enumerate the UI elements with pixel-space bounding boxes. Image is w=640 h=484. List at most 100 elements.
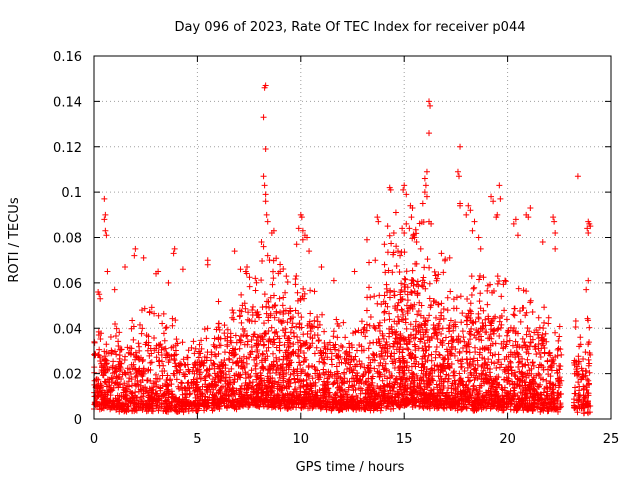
data-point xyxy=(122,263,129,270)
data-point xyxy=(181,373,188,380)
data-point xyxy=(179,266,186,273)
data-point xyxy=(583,286,590,293)
data-point xyxy=(132,245,139,252)
data-point xyxy=(354,347,361,354)
data-point xyxy=(135,340,142,347)
data-point xyxy=(287,305,294,312)
data-point xyxy=(312,379,319,386)
data-point xyxy=(121,357,128,364)
data-point xyxy=(309,375,316,382)
data-point xyxy=(301,358,307,365)
data-point xyxy=(330,333,337,340)
data-point xyxy=(204,261,211,268)
data-point xyxy=(116,329,123,336)
data-point xyxy=(364,387,371,394)
data-point xyxy=(204,325,211,332)
data-point xyxy=(246,401,253,408)
data-point xyxy=(290,329,297,336)
data-point xyxy=(496,333,503,340)
data-point xyxy=(244,341,251,348)
data-point xyxy=(511,312,518,319)
data-point xyxy=(238,359,245,366)
data-point xyxy=(370,350,377,357)
data-point xyxy=(106,365,113,372)
data-point xyxy=(338,359,345,366)
data-point xyxy=(263,331,270,338)
data-point xyxy=(232,396,239,403)
data-point xyxy=(285,351,292,358)
data-point xyxy=(426,280,433,287)
data-point xyxy=(586,324,593,331)
data-point xyxy=(358,318,365,325)
data-point xyxy=(148,304,155,311)
data-point xyxy=(101,357,108,364)
data-point xyxy=(340,319,347,326)
data-point xyxy=(438,250,445,257)
data-point xyxy=(244,263,251,270)
data-point xyxy=(191,388,198,395)
data-point xyxy=(363,321,370,328)
data-point xyxy=(237,400,244,407)
data-point xyxy=(325,385,332,392)
data-point xyxy=(377,342,384,349)
data-point xyxy=(550,214,557,221)
data-point xyxy=(511,305,518,312)
data-point xyxy=(194,407,201,414)
data-point xyxy=(163,324,170,331)
data-point xyxy=(300,331,307,338)
data-point xyxy=(285,405,292,412)
data-point xyxy=(572,384,579,391)
data-point xyxy=(126,375,133,382)
data-point xyxy=(140,400,147,407)
data-point xyxy=(292,379,299,386)
data-point xyxy=(358,343,365,350)
data-point xyxy=(329,361,336,368)
data-point xyxy=(362,333,369,340)
data-point xyxy=(442,334,449,341)
data-point xyxy=(95,389,102,396)
data-point xyxy=(321,328,328,335)
data-point xyxy=(243,381,250,388)
y-tick-label: 0.04 xyxy=(53,322,82,337)
data-point xyxy=(270,275,277,282)
data-point xyxy=(215,320,222,327)
data-point xyxy=(243,333,250,340)
data-point xyxy=(201,353,208,360)
data-point xyxy=(97,295,104,302)
data-point xyxy=(515,359,522,366)
data-point xyxy=(104,399,111,406)
data-point xyxy=(104,389,111,396)
data-point xyxy=(371,352,378,359)
data-point xyxy=(324,354,331,361)
data-point xyxy=(277,261,284,268)
data-point xyxy=(96,406,103,413)
data-point xyxy=(215,298,222,305)
data-point xyxy=(453,305,460,312)
data-point xyxy=(265,317,272,324)
data-point xyxy=(103,232,110,239)
data-point xyxy=(151,310,158,317)
data-point xyxy=(182,405,189,412)
data-point xyxy=(529,309,536,316)
data-point xyxy=(341,402,348,409)
data-point xyxy=(146,308,153,315)
data-point xyxy=(191,360,198,367)
data-point xyxy=(307,328,314,335)
data-point xyxy=(323,398,330,405)
data-point xyxy=(99,396,106,403)
data-point xyxy=(162,325,169,332)
data-point xyxy=(290,341,297,348)
data-point xyxy=(263,389,270,396)
data-point xyxy=(357,385,364,392)
data-point xyxy=(270,292,277,299)
data-point xyxy=(316,371,323,378)
data-point xyxy=(298,404,305,411)
data-point xyxy=(327,369,334,376)
data-point xyxy=(221,322,228,329)
data-point xyxy=(403,325,410,332)
data-point xyxy=(108,347,115,354)
data-point xyxy=(263,303,270,310)
data-point xyxy=(244,316,251,323)
data-point xyxy=(301,401,308,408)
data-point xyxy=(109,370,116,377)
